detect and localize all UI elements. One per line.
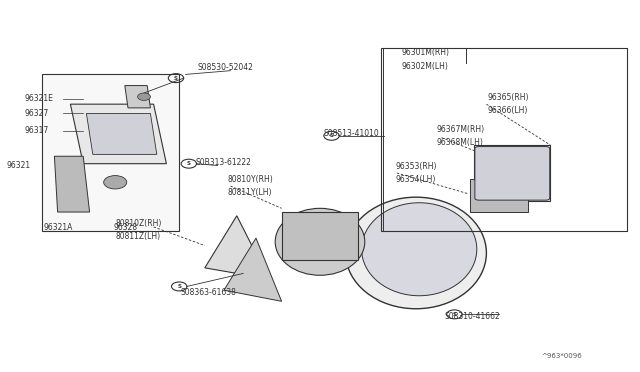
Bar [282,212,358,260]
Text: S08310-41662: S08310-41662 [445,312,500,321]
Text: 96365(RH): 96365(RH) [488,93,529,102]
Text: 96317: 96317 [24,126,49,135]
Text: 96327: 96327 [24,109,49,118]
Text: S0B313-61222: S0B313-61222 [195,158,251,167]
Bar [42,74,179,231]
Bar [474,145,550,201]
Polygon shape [224,238,282,301]
Text: ^963*0096: ^963*0096 [541,353,582,359]
Text: S: S [174,76,178,81]
Ellipse shape [275,208,365,275]
Ellipse shape [346,197,486,309]
Text: 96353(RH): 96353(RH) [396,162,437,171]
Circle shape [138,93,150,100]
Text: 96302M(LH): 96302M(LH) [402,62,449,71]
Bar [381,48,627,231]
Bar [470,179,528,212]
Text: 96301M(RH): 96301M(RH) [402,48,450,57]
Text: 96367M(RH): 96367M(RH) [436,125,484,134]
Polygon shape [86,113,157,154]
Polygon shape [54,156,90,212]
Text: S08530-52042: S08530-52042 [197,63,253,72]
Text: 96321: 96321 [6,161,31,170]
Text: 80811Z(LH): 80811Z(LH) [115,232,161,241]
Text: S: S [177,284,181,289]
Polygon shape [125,86,150,108]
Text: 96354(LH): 96354(LH) [396,175,436,184]
Text: 96368M(LH): 96368M(LH) [436,138,483,147]
Circle shape [104,176,127,189]
Text: 80810Z(RH): 80810Z(RH) [115,219,161,228]
FancyBboxPatch shape [475,147,550,200]
Text: S: S [330,133,333,138]
Polygon shape [70,104,166,164]
Ellipse shape [362,203,477,296]
Text: S08363-61638: S08363-61638 [180,288,236,296]
Text: 80810Y(RH): 80810Y(RH) [227,175,273,184]
Text: 96321E: 96321E [24,94,53,103]
Text: 96366(LH): 96366(LH) [488,106,528,115]
Text: S: S [187,161,191,166]
Text: S: S [452,312,456,317]
Text: 80811Y(LH): 80811Y(LH) [227,188,272,197]
Text: 96328: 96328 [114,223,138,232]
Polygon shape [205,216,269,279]
Text: S08513-41010: S08513-41010 [323,129,379,138]
Text: 96321A: 96321A [44,223,73,232]
